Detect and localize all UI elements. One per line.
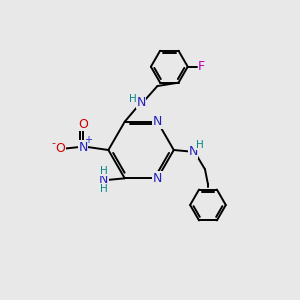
- Text: F: F: [198, 60, 205, 73]
- Text: N: N: [78, 140, 88, 154]
- Text: N: N: [153, 115, 162, 128]
- Text: N: N: [188, 145, 198, 158]
- Text: O: O: [78, 118, 88, 130]
- Text: H: H: [129, 94, 136, 104]
- Text: O: O: [55, 142, 65, 155]
- Text: H: H: [196, 140, 203, 150]
- Text: -: -: [51, 138, 56, 148]
- Text: N: N: [99, 173, 109, 186]
- Text: N: N: [153, 172, 162, 185]
- Text: H: H: [100, 166, 108, 176]
- Text: +: +: [84, 136, 92, 146]
- Text: H: H: [100, 184, 108, 194]
- Text: N: N: [136, 96, 146, 109]
